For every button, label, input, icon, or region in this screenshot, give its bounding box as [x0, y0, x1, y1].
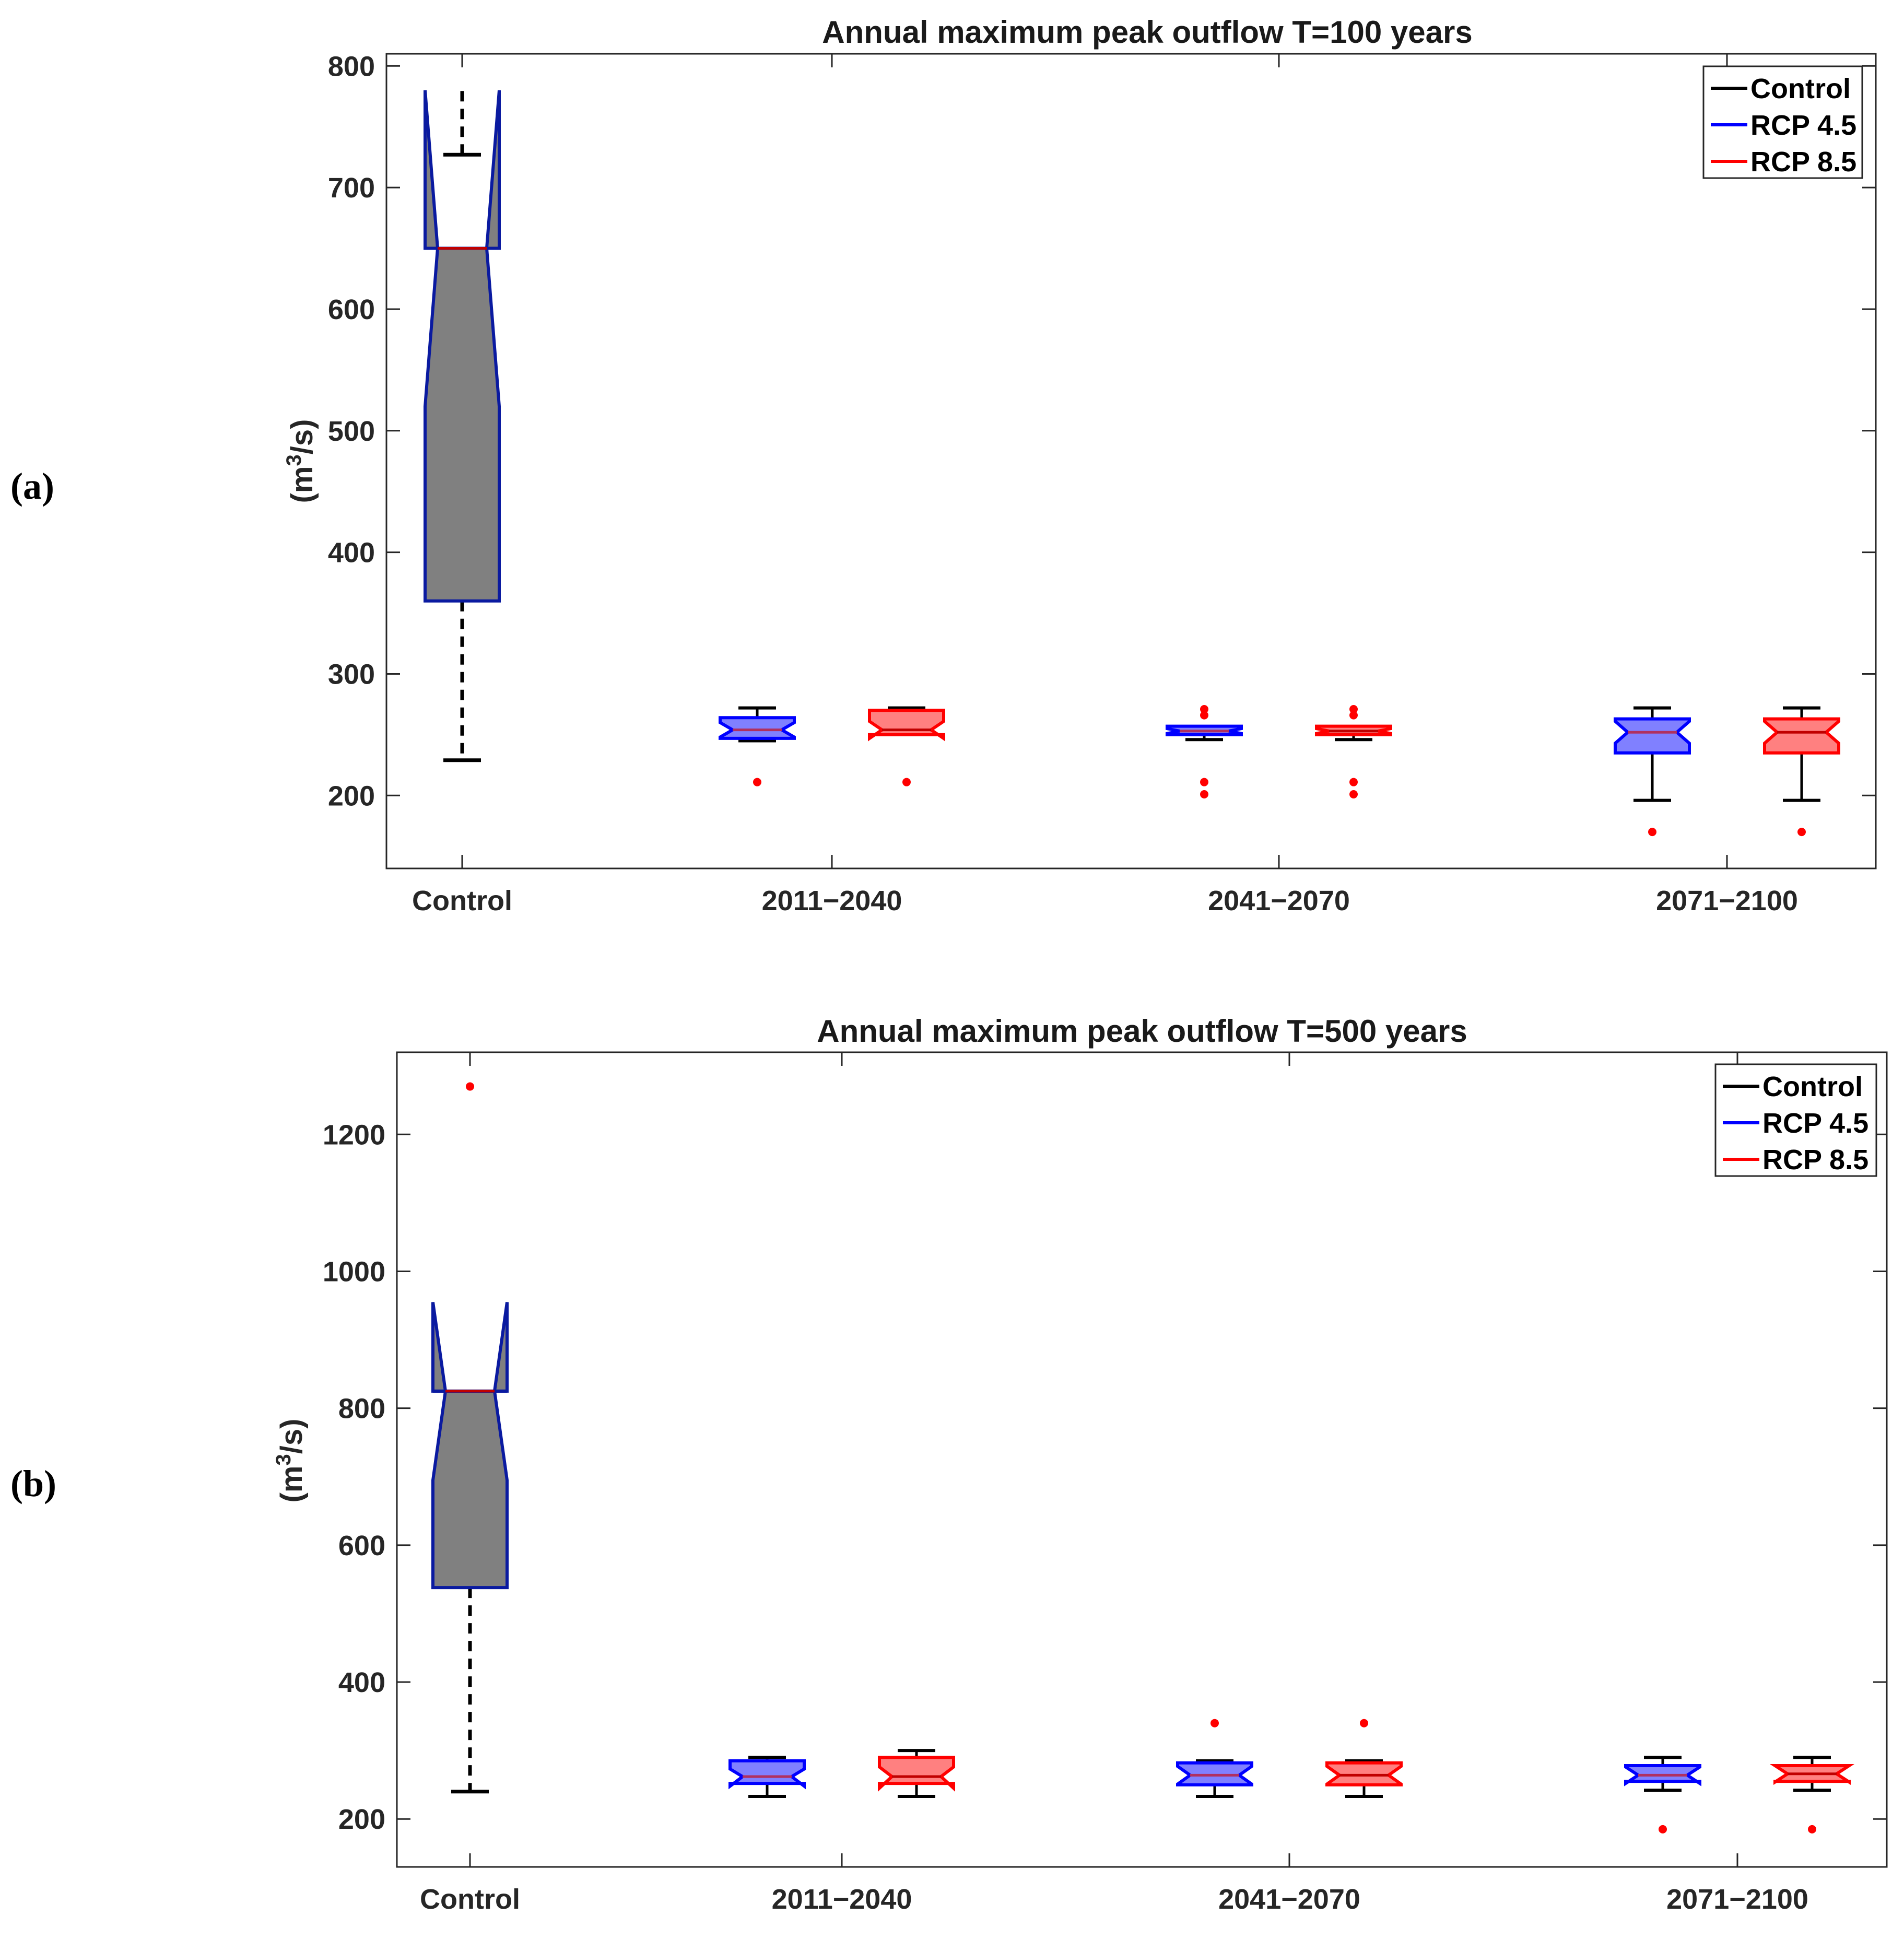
x-tick-label: 2041−2070 [1208, 885, 1350, 916]
box-body [868, 709, 945, 742]
outlier-point [1349, 704, 1358, 713]
y-tick-label: 300 [328, 659, 375, 690]
chart-title-a: Annual maximum peak outflow T=100 years [822, 15, 1472, 50]
outlier-point [1210, 1719, 1219, 1727]
box-control-0 [424, 90, 501, 762]
outlier-point [1808, 1825, 1816, 1834]
outlier-point [1349, 778, 1358, 786]
box-body [728, 1759, 806, 1790]
outlier-point [1360, 1719, 1368, 1727]
y-tick-label: 600 [328, 294, 375, 325]
box-body [719, 716, 796, 740]
box-body [1325, 1761, 1403, 1787]
y-ticks-a: 200 300 400 500 600 700 800 [328, 51, 1876, 812]
y-tick-label: 600 [338, 1530, 385, 1561]
x-tick-label: Control [420, 1884, 520, 1915]
legend-entry: RCP 8.5 [1762, 1144, 1868, 1176]
outlier-point [466, 1082, 474, 1091]
outlier-point [1200, 711, 1208, 720]
y-tick-label: 800 [338, 1393, 385, 1425]
boxes-b [431, 1082, 1855, 1834]
box-body [878, 1756, 955, 1792]
y-axis-label-b: (m3/s) [272, 1419, 309, 1503]
y-tick-label: 200 [328, 780, 375, 812]
box-rcp45-3 [1614, 706, 1691, 837]
x-ticks-a: Control 2011−2040 2041−2070 2071−2100 [412, 54, 1798, 916]
box-rcp85-3 [1769, 1756, 1855, 1834]
box-rcp45-3 [1624, 1756, 1701, 1834]
box-rcp45-1 [728, 1756, 806, 1798]
x-tick-label: 2071−2100 [1666, 1884, 1808, 1915]
y-ticks-b: 200 400 600 800 1000 1200 [323, 1119, 1887, 1835]
y-tick-label: 1000 [323, 1256, 385, 1287]
x-tick-label: 2041−2070 [1218, 1884, 1360, 1915]
outlier-point [1349, 711, 1358, 720]
outlier-point [1200, 704, 1208, 713]
legend-b: Control RCP 4.5 RCP 8.5 [1714, 1063, 1877, 1177]
y-tick-label: 200 [338, 1804, 385, 1835]
boxes-a [424, 90, 1840, 837]
box-body [1763, 717, 1840, 755]
outlier-point [902, 778, 911, 786]
y-tick-label: 800 [328, 51, 375, 82]
box-rcp85-1 [868, 706, 945, 786]
y-axis-label-a: (m3/s) [283, 419, 319, 503]
x-tick-label: 2011−2040 [762, 885, 902, 916]
legend-box [1714, 1063, 1877, 1177]
box-rcp45-2 [1166, 704, 1243, 798]
y-tick-label: 400 [328, 537, 375, 569]
x-tick-label: 2011−2040 [772, 1884, 912, 1915]
outlier-point [753, 778, 761, 786]
outlier-point [1349, 790, 1358, 798]
y-tick-label: 1200 [323, 1119, 385, 1150]
box-rcp85-3 [1763, 706, 1840, 837]
outlier-point [1200, 778, 1208, 786]
outlier-point [1648, 828, 1656, 837]
outlier-point [1797, 828, 1806, 837]
legend-entry: RCP 4.5 [1762, 1108, 1868, 1139]
box-rcp85-2 [1325, 1719, 1403, 1798]
box-rcp85-2 [1315, 704, 1392, 798]
legend-entry: Control [1750, 73, 1851, 104]
panel-a: (a) Annual maximum peak outflow T=100 ye… [10, 15, 1877, 916]
x-ticks-b: Control 2011−2040 2041−2070 2071−2100 [420, 1052, 1808, 1915]
panel-b: (b) Annual maximum peak outflow T=500 ye… [10, 1014, 1888, 1915]
chart-title-b: Annual maximum peak outflow T=500 years [817, 1014, 1467, 1049]
legend-entry: RCP 8.5 [1750, 146, 1856, 178]
box-rcp45-2 [1176, 1719, 1253, 1798]
box-body [1614, 717, 1691, 755]
legend-entry: Control [1762, 1071, 1863, 1102]
x-tick-label: Control [412, 885, 512, 916]
outlier-point [1200, 790, 1208, 798]
panel-label-a: (a) [10, 465, 54, 507]
x-tick-label: 2071−2100 [1656, 885, 1798, 916]
legend-box [1702, 65, 1863, 179]
outlier-point [1659, 1825, 1667, 1834]
y-tick-label: 700 [328, 172, 375, 204]
box-rcp85-1 [878, 1749, 955, 1798]
y-tick-label: 400 [338, 1667, 385, 1698]
plot-area-b [396, 1051, 1888, 1868]
legend-a: Control RCP 4.5 RCP 8.5 [1702, 65, 1863, 179]
y-tick-label: 500 [328, 416, 375, 447]
box-rcp45-1 [719, 706, 796, 786]
panel-label-b: (b) [10, 1463, 56, 1505]
legend-entry: RCP 4.5 [1750, 110, 1856, 141]
box-control-0 [431, 1082, 509, 1794]
box-body [1176, 1761, 1253, 1787]
